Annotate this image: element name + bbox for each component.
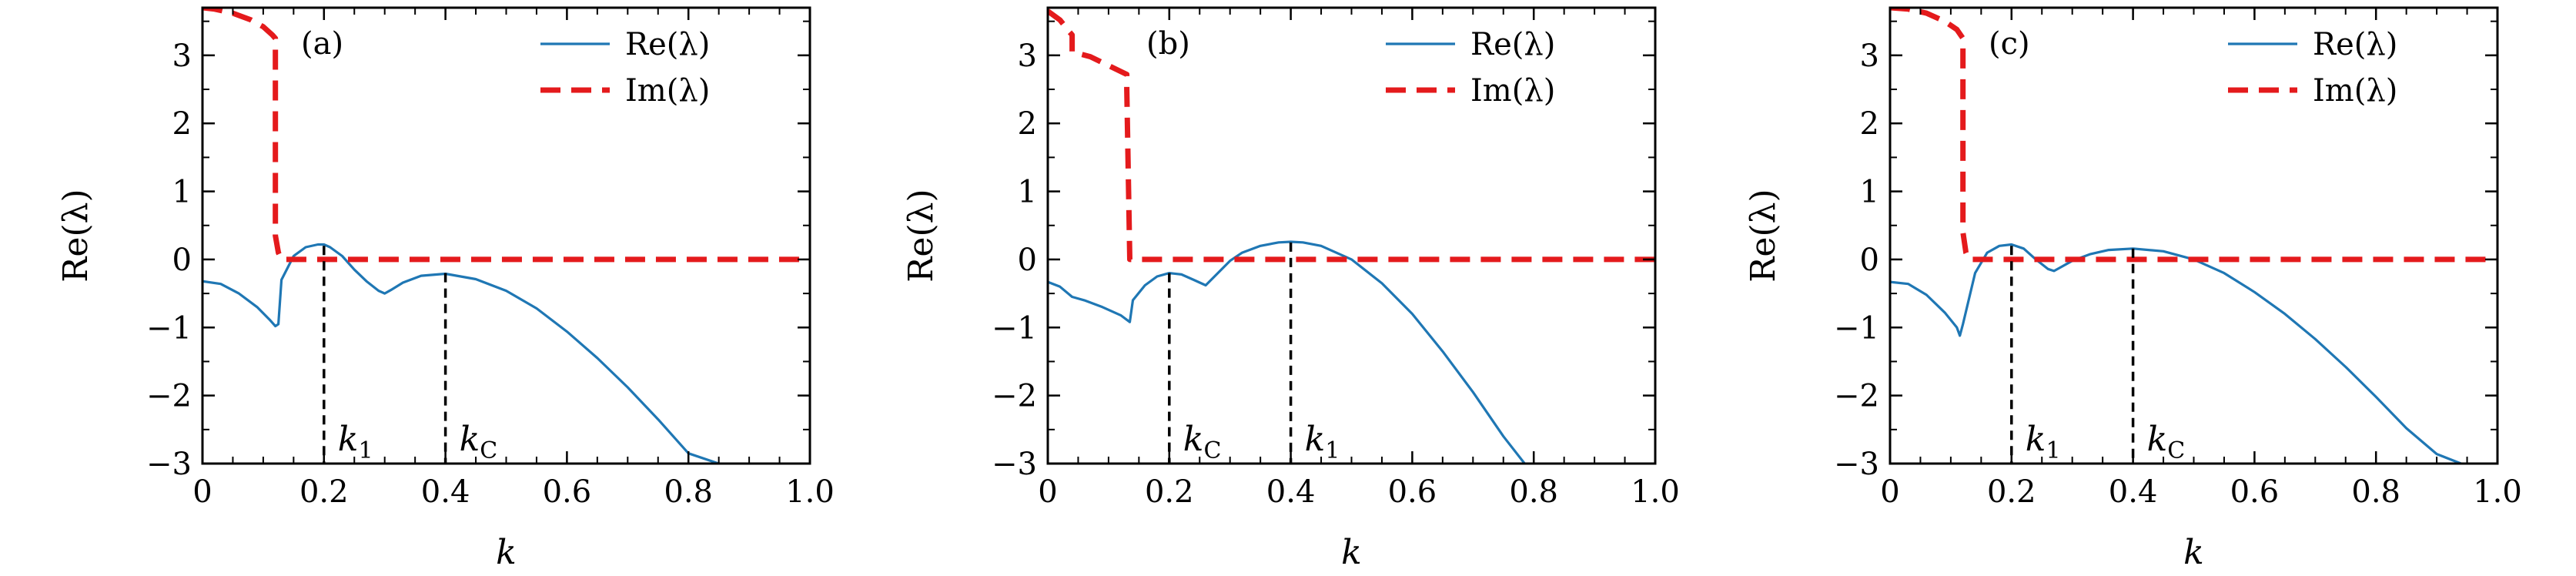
x-tick-label: 0 — [1880, 474, 1899, 510]
legend-entry: Im(λ) — [625, 73, 710, 109]
marker-label: kC — [2147, 420, 2186, 464]
im-lambda-series — [1048, 8, 1655, 263]
axes-frame — [201, 6, 811, 465]
y-tick-label: 1 — [1860, 175, 1879, 210]
marker-label: k1 — [338, 420, 373, 464]
re-lambda-series — [1890, 243, 2462, 464]
x-tick-label: 0 — [1038, 474, 1057, 510]
x-tick-label: 0 — [192, 474, 212, 510]
x-tick-label: 0.6 — [543, 474, 592, 510]
panel-label: (a) — [301, 26, 343, 62]
y-tick-label: 3 — [172, 39, 192, 74]
marker-label: k1 — [2026, 420, 2061, 464]
y-tick-label: 2 — [172, 106, 192, 142]
y-tick-label: 3 — [1018, 39, 1037, 74]
y-axis-label: Re(λ) — [902, 189, 941, 282]
x-tick-label: 0.2 — [1145, 474, 1194, 510]
axes-frame — [1046, 6, 1657, 465]
x-axis-label: k — [496, 533, 517, 572]
chart-panel: k1 kC 0 0.2 0.4 0.6 0.8 1.0 3 2 1 0 −1 −2 −3 k Re(λ) (a) R… — [56, 6, 835, 572]
y-tick-label: −2 — [146, 379, 192, 414]
legend-entry: Re(λ) — [625, 27, 710, 62]
y-tick-label: −1 — [146, 310, 192, 346]
y-axis-label: Re(λ) — [1744, 189, 1783, 282]
re-lambda-series — [1048, 240, 1526, 464]
x-axis-label: k — [2183, 533, 2204, 572]
x-tick-label: 0.2 — [1987, 474, 2036, 510]
legend-entry: Re(λ) — [2313, 27, 2397, 62]
x-tick-label: 0.4 — [2109, 474, 2158, 510]
x-tick-label: 1.0 — [785, 474, 835, 510]
x-tick-label: 0.2 — [299, 474, 349, 510]
x-tick-label: 0.8 — [1509, 474, 1558, 510]
im-lambda-series — [1890, 8, 2497, 263]
legend-entry: Re(λ) — [1470, 27, 1555, 62]
y-tick-label: −2 — [992, 379, 1037, 414]
marker-label: kC — [1183, 420, 1222, 464]
re-lambda-series — [202, 243, 720, 464]
marker-label: kC — [460, 420, 498, 464]
y-tick-label: −3 — [146, 447, 192, 482]
x-tick-label: 0.8 — [664, 474, 713, 510]
x-tick-label: 1.0 — [1631, 474, 1680, 510]
legend-entry: Im(λ) — [1470, 73, 1555, 109]
y-tick-label: 2 — [1018, 106, 1037, 142]
y-tick-label: −3 — [992, 447, 1037, 482]
y-tick-label: 3 — [1860, 39, 1879, 74]
chart-panel: kC k1 0 0.2 0.4 0.6 0.8 1.0 3 2 1 0 −1 −2 −3 k Re(λ) (b) R… — [902, 6, 1680, 572]
marker-label: k1 — [1305, 420, 1340, 464]
panel-label: (b) — [1146, 26, 1190, 62]
x-tick-label: 0.6 — [2230, 474, 2280, 510]
x-tick-label: 0.8 — [2351, 474, 2400, 510]
y-tick-label: −2 — [1834, 379, 1879, 414]
im-lambda-series — [202, 8, 810, 263]
chart-panel: k1 kC 0 0.2 0.4 0.6 0.8 1.0 3 2 1 0 −1 −2 −3 k Re(λ) (c) R… — [1744, 6, 2522, 572]
x-tick-label: 0.6 — [1388, 474, 1437, 510]
y-axis-label: Re(λ) — [56, 189, 95, 282]
y-tick-label: 0 — [172, 243, 192, 278]
legend-entry: Im(λ) — [2313, 73, 2397, 109]
y-tick-label: −1 — [992, 310, 1037, 346]
y-tick-label: −1 — [1834, 310, 1879, 346]
y-tick-label: 1 — [1018, 175, 1037, 210]
x-tick-label: 0.4 — [421, 474, 470, 510]
y-tick-label: 0 — [1860, 243, 1879, 278]
axes-frame — [1889, 6, 2499, 465]
y-tick-label: −3 — [1834, 447, 1879, 482]
y-tick-label: 1 — [172, 175, 192, 210]
x-axis-label: k — [1341, 533, 1362, 572]
x-tick-label: 0.4 — [1266, 474, 1316, 510]
x-tick-label: 1.0 — [2473, 474, 2522, 510]
panel-label: (c) — [1989, 26, 2030, 62]
y-tick-label: 0 — [1018, 243, 1037, 278]
y-tick-label: 2 — [1860, 106, 1879, 142]
